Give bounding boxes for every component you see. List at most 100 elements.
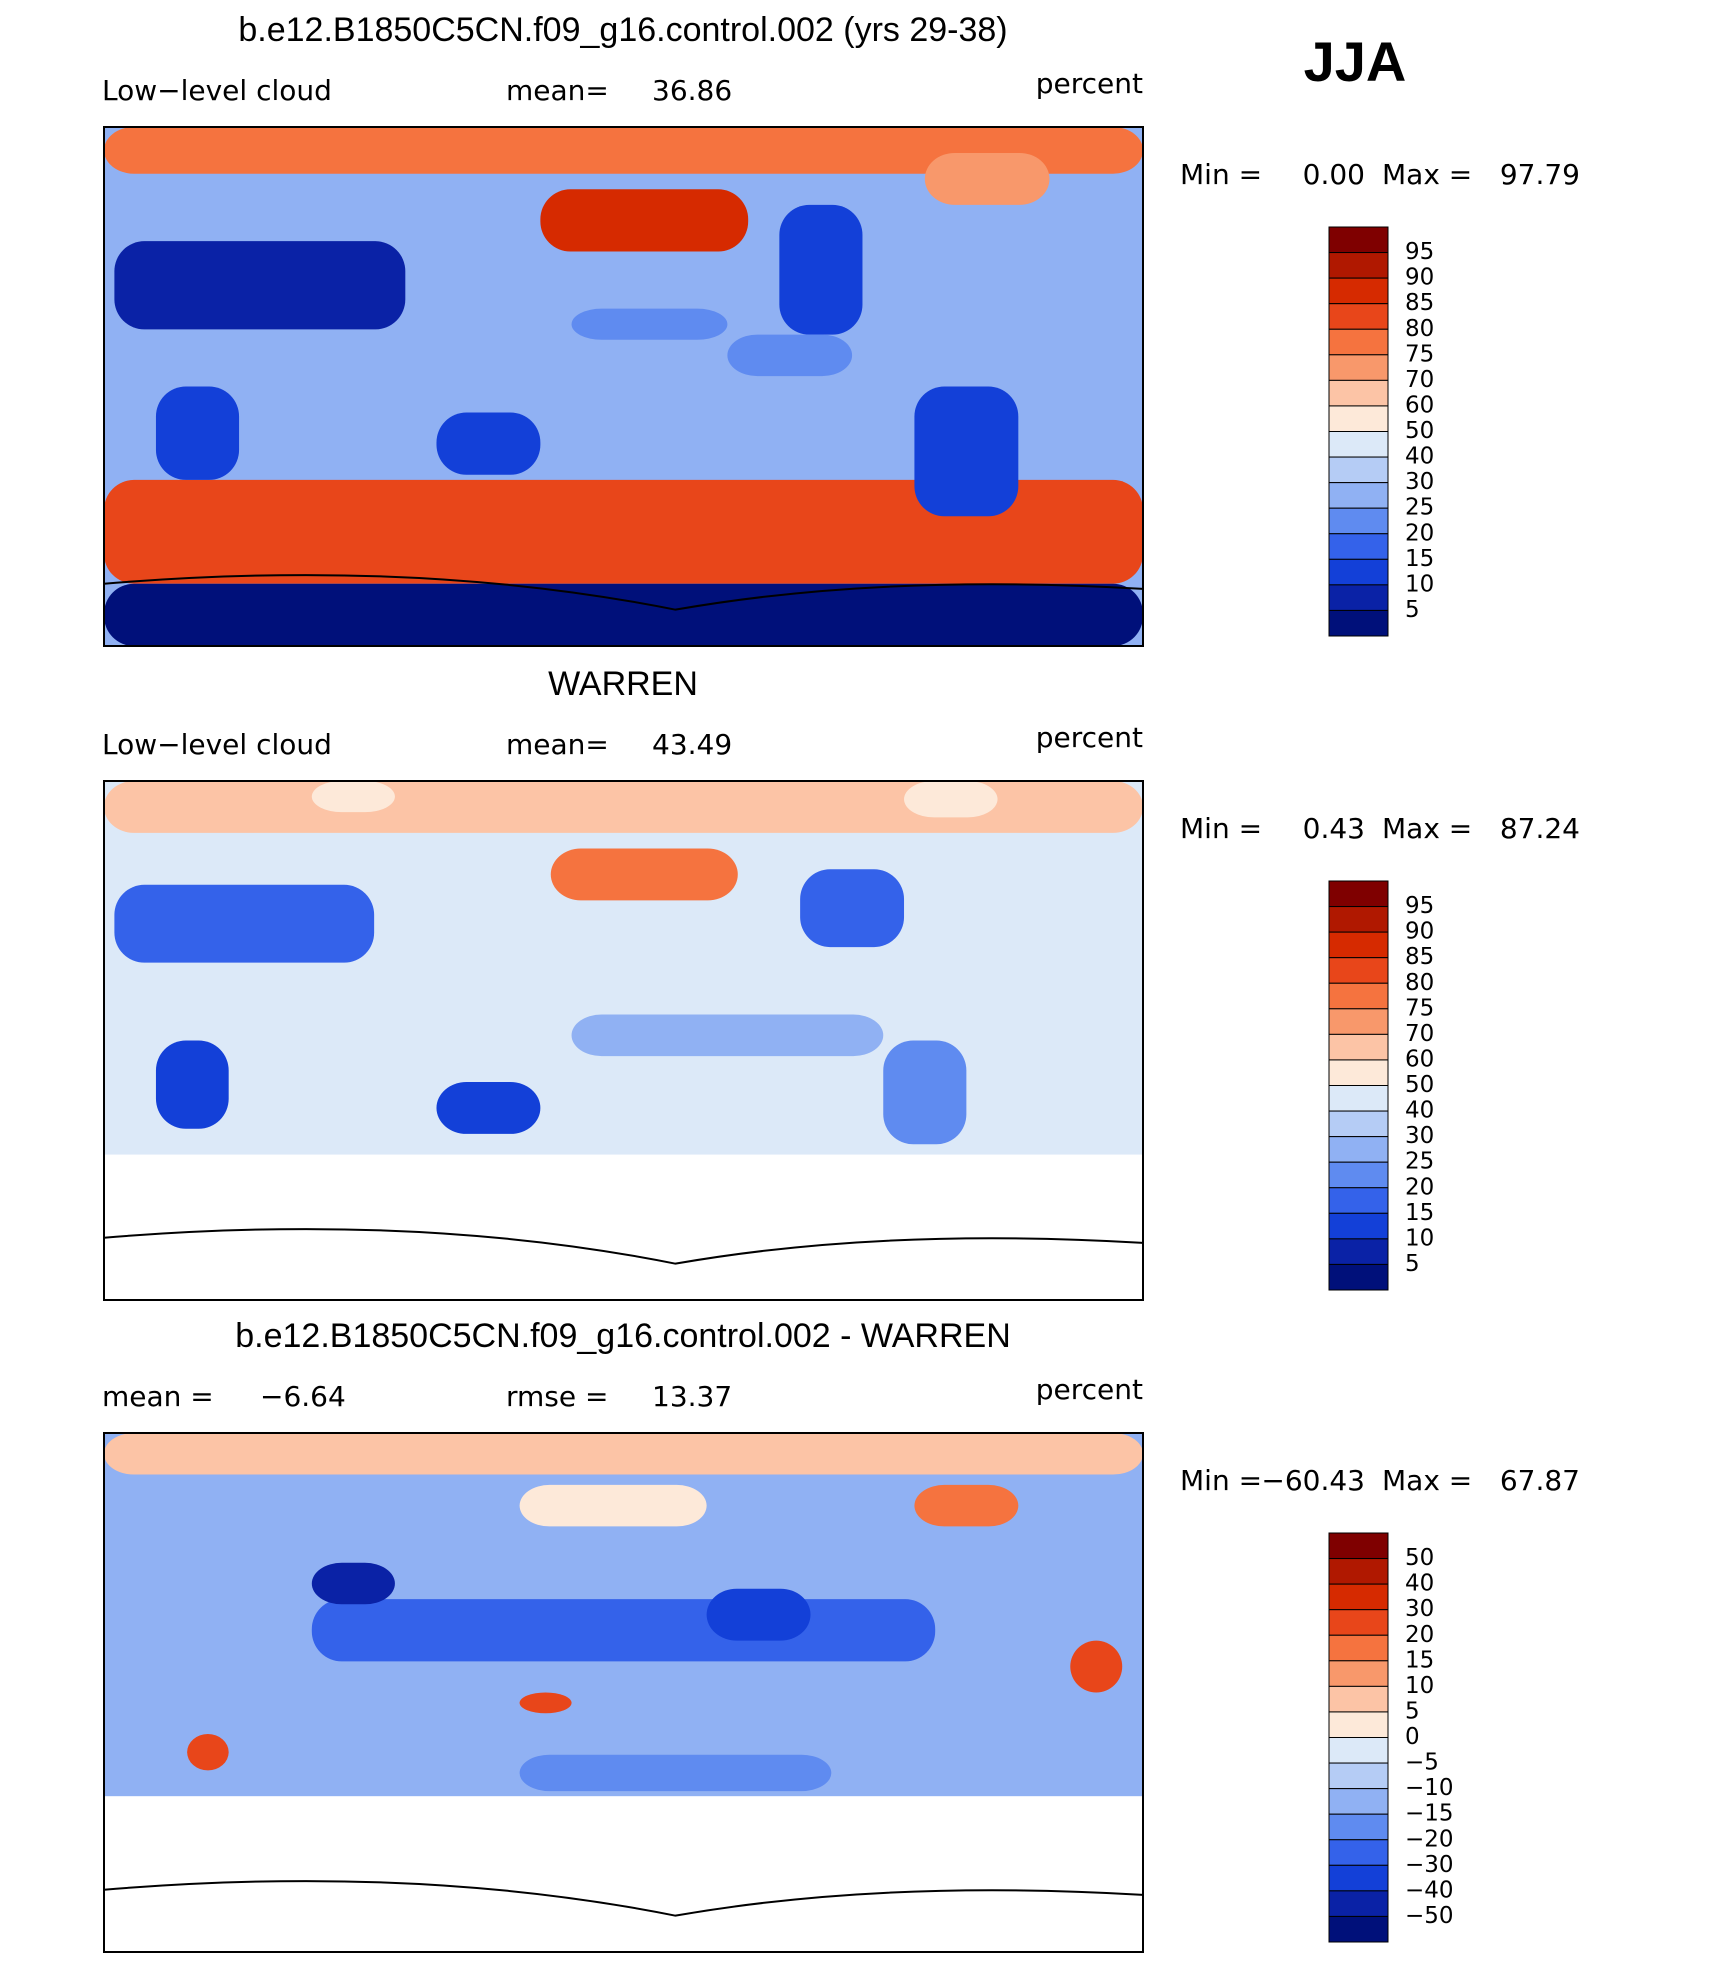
- colorbar-label: 95: [1405, 239, 1434, 265]
- colorbar-box: [1328, 482, 1389, 509]
- colorbar-box: [1328, 1558, 1389, 1585]
- colorbar-label: 10: [1405, 1673, 1434, 1699]
- contour-region: [800, 869, 905, 948]
- colorbar-label: −15: [1405, 1801, 1454, 1827]
- colorbar-box: [1328, 558, 1389, 586]
- colorbar-label: 30: [1405, 469, 1434, 495]
- colorbar-label: 5: [1405, 597, 1420, 623]
- colorbar-box: [1328, 1762, 1389, 1790]
- colorbar-label: 60: [1405, 392, 1434, 418]
- colorbar-box: [1328, 1685, 1389, 1713]
- left-label: mean =: [102, 1380, 214, 1413]
- colorbar-box: [1328, 1609, 1389, 1636]
- colorbar-label: 40: [1405, 1098, 1434, 1124]
- colorbar-label: 90: [1405, 265, 1434, 291]
- coastline: [104, 574, 1143, 611]
- colorbar-box: [1328, 1583, 1389, 1611]
- colorbar-box: [1328, 906, 1389, 933]
- colorbar-label: 30: [1405, 1596, 1434, 1622]
- contour-region: [114, 884, 375, 963]
- min-value: 0.00: [1303, 158, 1365, 191]
- contour-region: [104, 583, 1143, 646]
- colorbar-label: 20: [1405, 1622, 1434, 1648]
- colorbar-label: 75: [1405, 995, 1434, 1021]
- center-value: 36.86: [652, 74, 732, 107]
- contour-region: [104, 479, 1143, 584]
- colorbar-label: 80: [1405, 316, 1434, 342]
- coastline: [104, 1228, 1143, 1265]
- units-label: percent: [1036, 67, 1143, 100]
- contour-region: [187, 1734, 229, 1771]
- contour-region: [540, 189, 749, 252]
- center-label: mean=: [506, 728, 609, 761]
- max-label: Max =: [1382, 1464, 1472, 1497]
- colorbar-label: 40: [1405, 1571, 1434, 1597]
- colorbar-label: 70: [1405, 367, 1434, 393]
- left-value: −6.64: [260, 1380, 346, 1413]
- colorbar-label: 50: [1405, 1072, 1434, 1098]
- contour-region: [311, 1599, 936, 1662]
- contour-region: [436, 1082, 541, 1134]
- map: [103, 1432, 1144, 1953]
- colorbar-box: [1328, 507, 1389, 535]
- panel-title: b.e12.B1850C5CN.f09_g16.control.002 (yrs…: [238, 11, 1007, 49]
- colorbar-box: [1328, 1110, 1389, 1138]
- colorbar-box: [1328, 1864, 1389, 1892]
- colorbar-box: [1328, 252, 1389, 279]
- colorbar-label: 50: [1405, 418, 1434, 444]
- min-label: Min =: [1180, 1464, 1262, 1497]
- colorbar-label: 50: [1405, 1545, 1434, 1571]
- colorbar-box: [1328, 982, 1389, 1010]
- colorbar-box: [1328, 1839, 1389, 1866]
- colorbar-box: [1328, 957, 1389, 984]
- min-label: Min =: [1180, 158, 1262, 191]
- colorbar-label: 15: [1405, 1647, 1434, 1673]
- colorbar-box: [1328, 379, 1389, 407]
- colorbar-label: 85: [1405, 290, 1434, 316]
- colorbar-box: [1328, 1238, 1389, 1265]
- colorbar-box: [1328, 1136, 1389, 1163]
- contour-region: [311, 781, 395, 813]
- colorbar-label: −10: [1405, 1775, 1454, 1801]
- panel-title: WARREN: [548, 665, 698, 703]
- colorbar-box: [1328, 1033, 1389, 1061]
- colorbar-label: 20: [1405, 1174, 1434, 1200]
- colorbar-box: [1328, 277, 1389, 305]
- colorbar-box: [1328, 1915, 1389, 1943]
- contour-region: [114, 241, 406, 330]
- colorbar-label: 0: [1405, 1724, 1420, 1750]
- contour-region: [779, 204, 863, 335]
- coastline: [104, 1880, 1143, 1917]
- colorbar-label: 75: [1405, 341, 1434, 367]
- colorbar-label: 80: [1405, 970, 1434, 996]
- contour-region: [104, 1433, 1143, 1475]
- colorbar-label: 25: [1405, 495, 1434, 521]
- contour-region: [104, 1796, 1143, 1952]
- colorbar-label: 5: [1405, 1698, 1420, 1724]
- contour-region: [706, 1588, 811, 1641]
- colorbar-box: [1328, 584, 1389, 611]
- colorbar-box: [1328, 1059, 1389, 1086]
- map-field: [104, 1433, 1143, 1952]
- max-value: 97.79: [1500, 158, 1580, 191]
- contour-region: [727, 334, 853, 377]
- units-label: percent: [1036, 1373, 1143, 1406]
- colorbar-label: 90: [1405, 919, 1434, 945]
- colorbar-label: 15: [1405, 546, 1434, 572]
- colorbar-box: [1328, 1085, 1389, 1112]
- colorbar-label: 40: [1405, 444, 1434, 470]
- colorbar-label: 60: [1405, 1046, 1434, 1072]
- contour-region: [883, 1040, 967, 1145]
- colorbar-label: 5: [1405, 1251, 1420, 1277]
- colorbar-box: [1328, 1711, 1389, 1738]
- contour-region: [904, 781, 998, 818]
- min-value: 0.43: [1303, 812, 1365, 845]
- contour-region: [104, 1154, 1143, 1300]
- min-label: Min =: [1180, 812, 1262, 845]
- colorbar-box: [1328, 303, 1389, 330]
- contour-region: [311, 1562, 395, 1605]
- contour-region: [519, 1484, 707, 1527]
- center-value: 13.37: [652, 1380, 732, 1413]
